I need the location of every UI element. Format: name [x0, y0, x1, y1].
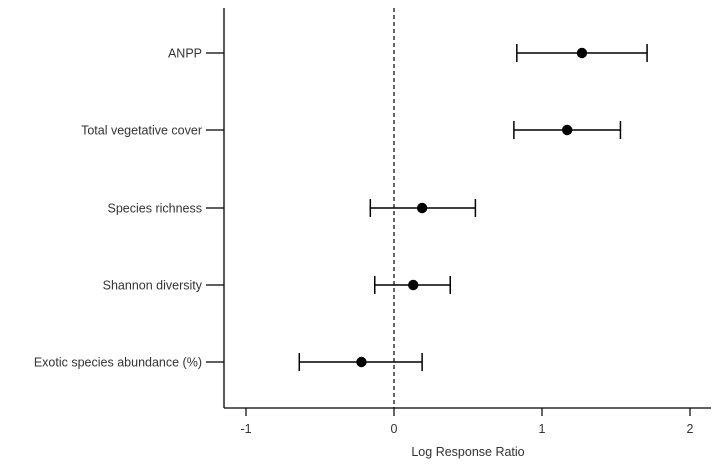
category-label: Exotic species abundance (%) [34, 356, 202, 370]
category-label: Total vegetative cover [81, 124, 202, 138]
estimate-row: Shannon diversity [103, 276, 451, 294]
estimate-point [576, 47, 588, 59]
x-tick-label: 1 [539, 422, 546, 436]
estimate-row: Species richness [108, 199, 477, 217]
estimate-row: Total vegetative cover [81, 121, 622, 139]
category-label: ANPP [168, 47, 202, 61]
category-label: Species richness [108, 202, 203, 216]
x-tick-label: 2 [687, 422, 694, 436]
estimate-point [416, 202, 428, 214]
estimate-point [561, 124, 573, 136]
estimate-row: Exotic species abundance (%) [34, 353, 423, 371]
estimate-point [356, 356, 367, 368]
x-axis-ticks: -1 0 1 2 [240, 408, 694, 436]
x-tick-label: -1 [240, 422, 251, 436]
estimate-rows: ANPP Total vegetative cover Species richne… [34, 44, 648, 371]
estimate-point [408, 279, 419, 291]
x-axis-title: Log Response Ratio [411, 445, 524, 459]
category-label: Shannon diversity [103, 279, 203, 293]
x-tick-label: 0 [391, 422, 398, 436]
estimate-row: ANPP [168, 44, 648, 62]
